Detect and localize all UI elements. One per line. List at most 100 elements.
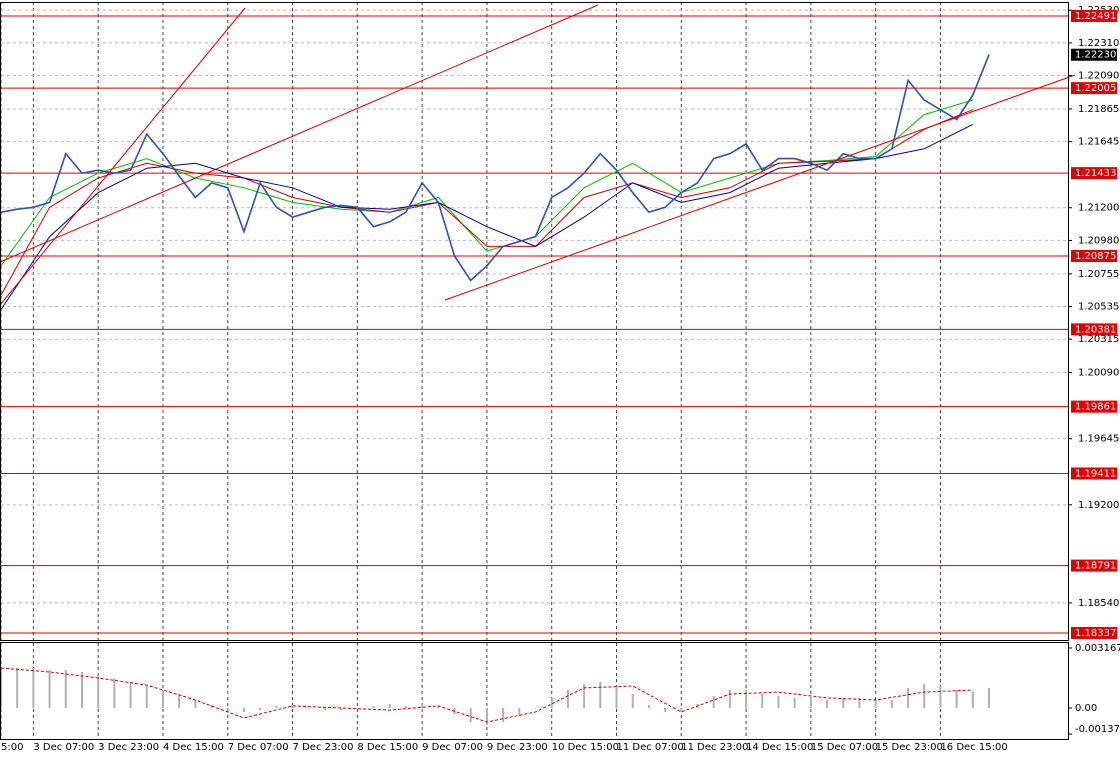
- oscillator-bar: [923, 683, 926, 708]
- x-tick-label: 8 Dec 15:00: [357, 742, 418, 753]
- y-tick-label: 1.21645: [1078, 137, 1119, 148]
- oscillator-bar: [955, 689, 958, 708]
- oscillator-bar: [340, 707, 343, 711]
- x-tick-label: 14 Dec 15:00: [746, 742, 813, 753]
- level-label: 1.22005: [1075, 83, 1116, 94]
- level-label: 1.20875: [1075, 251, 1116, 262]
- oscillator-bar: [48, 669, 51, 708]
- y-tick-label: 1.19200: [1078, 500, 1119, 511]
- oscillator-bar: [842, 697, 845, 708]
- oscillator-bar: [485, 707, 488, 726]
- oscillator-bar: [356, 707, 359, 709]
- level-label: 1.18337: [1075, 628, 1116, 639]
- x-tick-label: 15 Dec 07:00: [811, 742, 878, 753]
- y-tick-label: 1.18540: [1078, 598, 1119, 609]
- level-label-box: [1071, 82, 1117, 95]
- oscillator-bar: [64, 669, 67, 708]
- oscillator-bar: [372, 705, 375, 708]
- x-tick-label: 5:00: [1, 742, 23, 753]
- oscillator-bar: [129, 682, 132, 708]
- signal-line: [0, 667, 973, 723]
- oscillator-bar: [242, 707, 245, 712]
- level-label: 1.19861: [1075, 402, 1116, 413]
- oscillator-bar: [988, 687, 991, 708]
- oscillator-bar: [826, 700, 829, 708]
- y-tick-label: 1.20315: [1078, 334, 1119, 345]
- level-label-box: [1071, 250, 1117, 263]
- level-label-box: [1071, 323, 1117, 336]
- x-tick-label: 7 Dec 23:00: [293, 742, 354, 753]
- level-label-box: [1071, 467, 1117, 480]
- oscillator-bar: [469, 707, 472, 723]
- oscillator-bar: [16, 668, 19, 708]
- y-tick-label: 1.21865: [1078, 104, 1119, 115]
- oscillator-bar: [291, 704, 294, 708]
- y-tick-label: 1.22310: [1078, 38, 1119, 49]
- x-tick-label: 9 Dec 07:00: [422, 742, 483, 753]
- oscillator-bar: [145, 686, 148, 708]
- oscillator-bar: [323, 707, 326, 711]
- oscillator-bar: [518, 707, 521, 716]
- oscillator-panel-frame: [0, 642, 1069, 740]
- oscillator-bar: [890, 700, 893, 708]
- y-tick-label: 1.22090: [1078, 71, 1119, 82]
- price-line: [0, 54, 990, 282]
- x-tick-label: 16 Dec 15:00: [940, 742, 1007, 753]
- oscillator-bar: [728, 689, 731, 708]
- oscillator-bar: [97, 675, 100, 708]
- oscillator-bar: [939, 686, 942, 708]
- oscillator-bar: [745, 689, 748, 708]
- oscillator-tick-label: -0.001377: [1075, 724, 1120, 735]
- oscillator-tick-label: 0.003167: [1075, 643, 1120, 654]
- oscillator-bar: [631, 693, 634, 708]
- y-tick-label: 1.20535: [1078, 302, 1119, 313]
- oscillator-bar: [113, 678, 116, 708]
- oscillator-bar: [680, 707, 683, 712]
- trend-line: [444, 74, 1076, 301]
- last-price-label: 1.22230: [1075, 50, 1116, 61]
- level-label: 1.20381: [1075, 324, 1116, 335]
- oscillator-bar: [226, 707, 229, 711]
- oscillator-bar: [534, 707, 537, 709]
- oscillator-bar: [275, 705, 278, 708]
- level-label-box: [1071, 9, 1117, 22]
- level-label: 1.18791: [1075, 561, 1116, 572]
- oscillator-bar: [793, 697, 796, 708]
- y-tick-label: 1.20090: [1078, 368, 1119, 379]
- axis-labels: 5:00 3 Dec 07:00 3 Dec 23:00 4 Dec 15:00 7 D…: [1, 5, 1120, 753]
- oscillator-bar: [664, 707, 667, 712]
- oscillator-bar: [761, 693, 764, 708]
- level-label-box: [1071, 167, 1117, 180]
- level-label: 1.21433: [1075, 168, 1116, 179]
- oscillator-bar: [307, 707, 310, 709]
- level-label-box: [1071, 559, 1117, 572]
- oscillator-bar: [599, 682, 602, 708]
- oscillator-bar: [194, 700, 197, 708]
- oscillator-bar: [32, 668, 35, 708]
- oscillator-bar: [404, 705, 407, 708]
- main-panel-frame: [0, 2, 1069, 641]
- oscillator-bar: [907, 687, 910, 708]
- oscillator-bar: [647, 704, 650, 708]
- trend-line: [0, 4, 599, 263]
- x-tick-label: 3 Dec 23:00: [98, 742, 159, 753]
- moving-average: [0, 123, 974, 310]
- y-tick-label: 1.20755: [1078, 269, 1119, 280]
- level-label-box: [1071, 400, 1117, 413]
- oscillator-bar: [178, 693, 181, 708]
- oscillator-bar: [615, 686, 618, 708]
- oscillator-bar: [858, 697, 861, 708]
- oscillator-bar: [388, 704, 391, 708]
- level-label: 1.22491: [1075, 11, 1116, 22]
- y-tick-label: 1.21200: [1078, 203, 1119, 214]
- x-tick-label: 3 Dec 07:00: [33, 742, 94, 753]
- oscillator-bar: [421, 704, 424, 708]
- x-tick-label: 11 Dec 07:00: [616, 742, 683, 753]
- oscillator-bar: [777, 696, 780, 708]
- x-tick-label: 10 Dec 15:00: [552, 742, 619, 753]
- oscillator-bar: [550, 697, 553, 708]
- x-tick-label: 11 Dec 23:00: [681, 742, 748, 753]
